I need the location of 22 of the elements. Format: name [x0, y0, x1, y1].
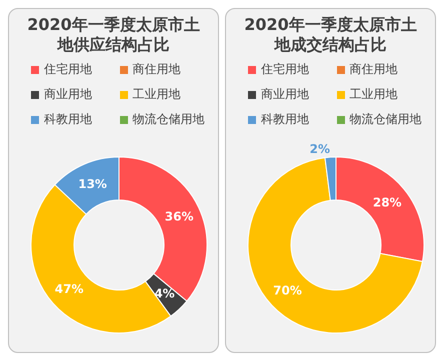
chart-title: 2020年一季度太原市土地成交结构占比	[243, 14, 418, 55]
chart-title: 2020年一季度太原市土地供应结构占比	[26, 14, 201, 55]
legend-label: 科教用地	[44, 111, 92, 128]
data-label: 36%	[164, 210, 194, 224]
legend-label: 住宅用地	[261, 61, 309, 78]
data-label: 70%	[273, 284, 302, 298]
data-label: 2%	[310, 142, 330, 156]
data-label: 28%	[372, 196, 402, 210]
data-label: 47%	[54, 282, 84, 296]
data-label: 4%	[154, 286, 175, 300]
legend-label: 工业用地	[350, 86, 398, 103]
donut-slice	[248, 157, 423, 334]
data-label: 13%	[78, 176, 107, 191]
legend-label: 商业用地	[261, 86, 309, 103]
legend-label: 物流仓储用地	[350, 111, 422, 128]
legend-label: 工业用地	[132, 86, 180, 103]
legend-label: 住宅用地	[44, 61, 92, 78]
legend-label: 商业用地	[44, 86, 92, 103]
legend-label: 商住用地	[132, 61, 180, 78]
legend-label: 物流仓储用地	[132, 111, 204, 128]
legend-label: 商住用地	[350, 61, 398, 78]
legend-label: 科教用地	[261, 111, 309, 128]
